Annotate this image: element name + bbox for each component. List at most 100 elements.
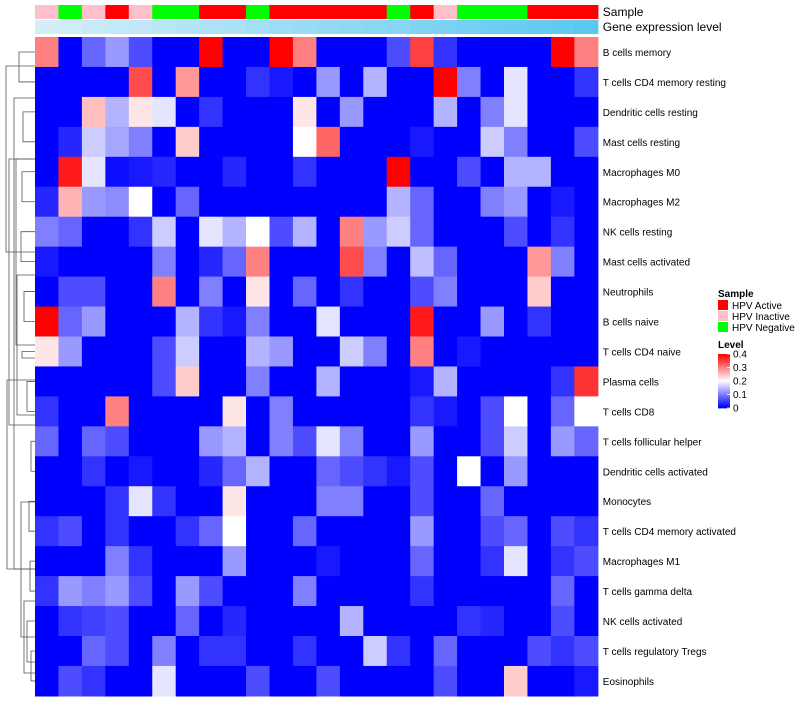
heatmap-cell (386, 246, 411, 278)
heatmap-cell (527, 186, 552, 218)
heatmap-cell (128, 546, 153, 577)
heatmap-cell (433, 186, 458, 218)
heatmap-cell (58, 216, 83, 248)
heatmap-cell (410, 126, 435, 158)
colorbar-tick-label: 0.3 (733, 363, 747, 374)
row-label: Neutrophils (603, 288, 654, 299)
heatmap-cell (175, 156, 200, 188)
colorbar-segment (718, 386, 730, 388)
heatmap-cell (222, 516, 247, 547)
heatmap-cell (504, 216, 529, 248)
heatmap-cell (433, 37, 458, 68)
heatmap-cell (457, 156, 482, 188)
heatmap-cell (246, 456, 271, 487)
colorbar-segment (718, 371, 730, 373)
heatmap-cell (292, 576, 317, 607)
colorbar-segment (718, 398, 730, 400)
heatmap-cell (128, 216, 153, 248)
heatmap-cell (222, 186, 247, 218)
heatmap-cell (35, 246, 60, 278)
heatmap-cell (222, 576, 247, 607)
heatmap-cell (222, 276, 247, 308)
heatmap-cell (152, 37, 177, 68)
heatmap-cell (292, 636, 317, 667)
gene-expression-annotation-cell (35, 20, 60, 34)
heatmap-cell (527, 96, 552, 128)
heatmap-cell (316, 66, 341, 98)
heatmap-cell (35, 606, 60, 637)
heatmap-cell (316, 156, 341, 188)
heatmap-cell (246, 546, 271, 577)
heatmap-cell (81, 66, 106, 98)
sample-annotation-cell (105, 5, 130, 19)
heatmap-cell (316, 336, 341, 368)
heatmap-cell (128, 336, 153, 368)
heatmap-cell (457, 665, 482, 697)
heatmap-cell (550, 546, 575, 577)
heatmap-cell (316, 516, 341, 547)
heatmap-cell (480, 366, 505, 397)
heatmap-cell (292, 546, 317, 577)
sample-annotation-cell (386, 5, 411, 19)
dendrogram-branch (29, 560, 35, 592)
heatmap-cell (386, 366, 411, 397)
heatmap-cell (550, 156, 575, 188)
heatmap-cell (386, 606, 411, 637)
gene-expression-annotation-cell (292, 20, 317, 34)
heatmap-cell (152, 276, 177, 308)
heatmap-cell (550, 665, 575, 697)
heatmap-cell (246, 636, 271, 667)
heatmap-cell (316, 306, 341, 338)
heatmap-cell (504, 276, 529, 308)
heatmap-cell (527, 426, 552, 457)
heatmap-cell (527, 576, 552, 607)
heatmap-cell (457, 546, 482, 577)
heatmap-cell (58, 37, 83, 68)
heatmap-cell (480, 276, 505, 308)
heatmap-cell (175, 96, 200, 128)
row-label: Mast cells resting (603, 138, 680, 149)
heatmap-cell (386, 516, 411, 547)
heatmap-cell (504, 636, 529, 667)
heatmap-cell (152, 156, 177, 188)
row-label: Plasma cells (603, 377, 659, 388)
heatmap-cell (339, 186, 364, 218)
heatmap-cell (222, 546, 247, 577)
colorbar-segment (718, 382, 730, 385)
heatmap-cell (105, 216, 130, 248)
heatmap-cell (152, 665, 177, 697)
sample-annotation-cell (128, 5, 153, 19)
colorbar-segment (718, 405, 730, 407)
heatmap-cell (292, 37, 317, 68)
gene-expression-annotation-cell (480, 20, 505, 34)
heatmap-cell (246, 156, 271, 188)
colorbar-segment (718, 393, 730, 395)
heatmap-cell (386, 665, 411, 697)
heatmap-cell (339, 665, 364, 697)
heatmap-cell (128, 66, 153, 98)
heatmap-cell (35, 216, 60, 248)
heatmap-cell (199, 486, 224, 517)
heatmap-cell (58, 186, 83, 218)
legend-entry-label: HPV Active (732, 301, 782, 312)
colorbar-segment (718, 389, 730, 391)
dendrogram-branch (21, 171, 35, 203)
heatmap-cell (269, 126, 294, 158)
sample-annotation-label: Sample (603, 5, 644, 19)
heatmap-cell (222, 426, 247, 457)
dendrogram-branch (26, 381, 35, 412)
heatmap-cell (550, 576, 575, 607)
heatmap-cell (410, 276, 435, 308)
heatmap-cell (457, 396, 482, 427)
heatmap-cell (246, 126, 271, 158)
heatmap-cell (339, 576, 364, 607)
heatmap-cell (457, 606, 482, 637)
heatmap-cell (35, 636, 60, 667)
heatmap-cell (152, 546, 177, 577)
heatmap-cell (199, 276, 224, 308)
heatmap-cell (292, 456, 317, 487)
heatmap-cell (58, 665, 83, 697)
heatmap-cell (81, 576, 106, 607)
heatmap-cell (105, 396, 130, 427)
